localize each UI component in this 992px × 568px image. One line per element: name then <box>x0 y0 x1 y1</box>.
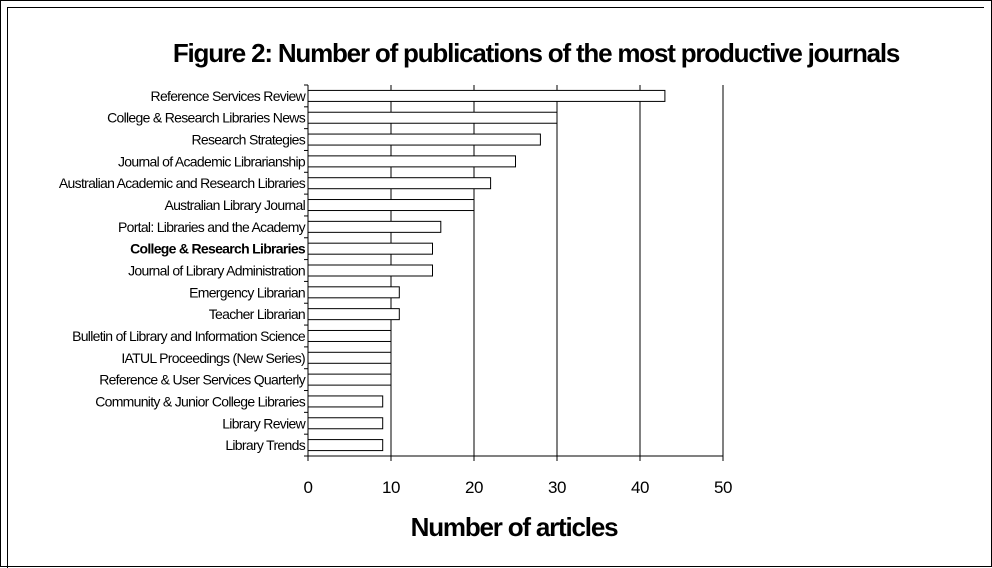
bar <box>307 439 384 452</box>
bar <box>307 351 392 364</box>
category-label: Emergency Librarian <box>189 284 305 300</box>
bar <box>307 177 492 190</box>
category-label: College & Research Libraries <box>130 241 306 257</box>
bar <box>307 264 433 277</box>
category-label: Australian Academic and Research Librari… <box>59 175 306 191</box>
bar <box>307 308 400 321</box>
category-label: Community & Junior College Libraries <box>95 393 305 409</box>
x-tick-label: 30 <box>548 478 566 497</box>
chart-inner-frame <box>7 7 984 568</box>
category-label: Australian Library Journal <box>164 197 305 213</box>
category-label: Journal of Academic Librarianship <box>118 153 306 169</box>
category-label: IATUL Proceedings (New Series) <box>121 350 305 366</box>
x-tick-label: 50 <box>714 478 732 497</box>
bar <box>307 89 666 102</box>
category-label: Library Review <box>222 415 306 431</box>
category-label: Research Strategies <box>191 132 305 148</box>
category-label: Bulletin of Library and Information Scie… <box>72 328 306 344</box>
bar <box>307 395 384 408</box>
chart-title: Figure 2: Number of publications of the … <box>172 38 901 68</box>
bar <box>307 133 541 146</box>
category-label: College & Research Libraries News <box>107 110 306 126</box>
bar <box>307 373 392 386</box>
bar <box>307 242 433 255</box>
bar <box>307 220 442 233</box>
category-label: Reference Services Review <box>151 88 307 104</box>
bar <box>307 417 384 430</box>
category-label: Reference & User Services Quarterly <box>99 372 306 388</box>
category-label: Portal: Libraries and the Academy <box>118 219 306 235</box>
bar <box>307 286 400 299</box>
x-axis-title: Number of articles <box>410 512 619 542</box>
bar <box>307 329 392 342</box>
category-label: Journal of Library Administration <box>128 263 305 279</box>
x-tick-label: 40 <box>631 478 649 497</box>
x-tick-label: 20 <box>465 478 483 497</box>
x-tick-label: 0 <box>304 478 313 497</box>
x-tick-label: 10 <box>382 478 400 497</box>
bar <box>307 111 558 124</box>
category-label: Library Trends <box>225 437 305 453</box>
bar <box>307 199 475 212</box>
category-label: Teacher Librarian <box>209 306 305 322</box>
bar <box>307 155 516 168</box>
